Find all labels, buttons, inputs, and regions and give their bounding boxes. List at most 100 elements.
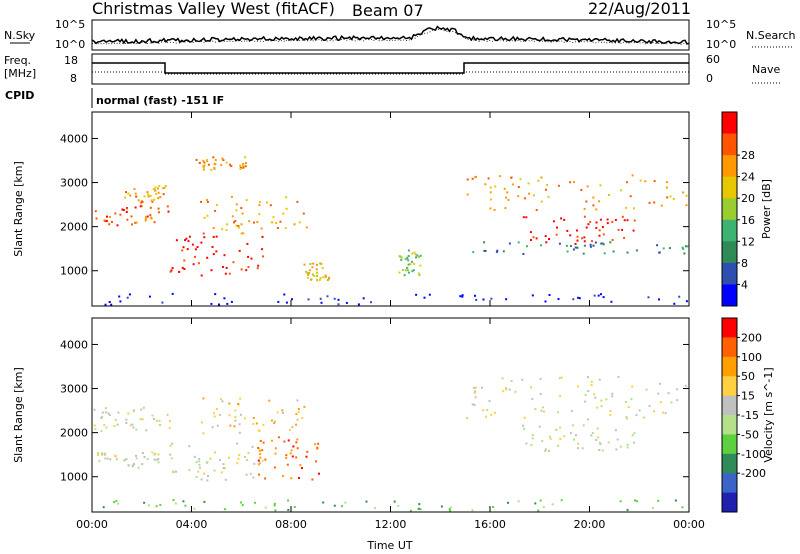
power-colorbar bbox=[721, 111, 738, 307]
time-axis-label: Time UT bbox=[366, 539, 412, 552]
power-colorbar-seg-5 bbox=[722, 219, 737, 242]
power-band-1 bbox=[124, 185, 167, 204]
velocity-colorbar-label-0: 200 bbox=[741, 331, 762, 344]
nsearch-label: N.Search bbox=[746, 29, 796, 42]
power-colorbar-label-5: 24 bbox=[741, 171, 755, 184]
velocity-colorbar-seg-6 bbox=[722, 434, 737, 455]
power-band-9 bbox=[472, 241, 689, 255]
nsky-label: N.Sky bbox=[4, 29, 36, 42]
noise-tick-left-bottom: 10^0 bbox=[55, 38, 85, 51]
velocity-xtick-label-2: 08:00 bbox=[275, 518, 307, 531]
power-colorbar-seg-3 bbox=[722, 176, 737, 199]
power-band-5 bbox=[303, 262, 331, 282]
power-band-7 bbox=[466, 174, 688, 211]
velocity-colorbar-label-4: -15 bbox=[741, 409, 759, 422]
nave-tick-bottom: 0 bbox=[706, 72, 713, 85]
power-ytick-label-2: 3000 bbox=[60, 177, 88, 190]
velocity-colorbar-label-2: 50 bbox=[741, 370, 755, 383]
nave-tick-top: 60 bbox=[706, 53, 720, 66]
power-band-4 bbox=[195, 156, 247, 171]
velocity-colorbar-seg-4 bbox=[722, 395, 737, 416]
power-ytick-label-3: 4000 bbox=[60, 132, 88, 145]
velocity-heatmap bbox=[93, 375, 687, 512]
power-band-0 bbox=[94, 205, 170, 227]
velocity-ytick-label-3: 4000 bbox=[60, 338, 88, 351]
date-label: 22/Aug/2011 bbox=[588, 0, 691, 18]
velocity-colorbar bbox=[721, 317, 738, 513]
velocity-colorbar-seg-8 bbox=[722, 473, 737, 494]
freq-trace bbox=[92, 62, 689, 74]
power-ylabel: Slant Range [km] bbox=[12, 161, 25, 257]
velocity-band-5 bbox=[466, 375, 687, 421]
power-panel-frame bbox=[91, 111, 690, 307]
power-band-3 bbox=[200, 195, 308, 235]
velocity-ytick-label-2: 3000 bbox=[60, 383, 88, 396]
velocity-band-7 bbox=[102, 499, 684, 512]
cpid-label: CPID bbox=[5, 89, 34, 102]
velocity-colorbar-label-5: -50 bbox=[741, 428, 759, 441]
velocity-colorbar-seg-1 bbox=[722, 337, 737, 358]
velocity-band-4 bbox=[257, 436, 320, 481]
cpid-text: normal (fast) -151 IF bbox=[96, 94, 224, 107]
velocity-colorbar-label-1: 100 bbox=[741, 351, 762, 364]
velocity-colorbar-seg-2 bbox=[722, 356, 737, 377]
velocity-xtick-label-3: 12:00 bbox=[375, 518, 407, 531]
power-colorbar-seg-6 bbox=[722, 241, 737, 264]
velocity-xtick-label-4: 16:00 bbox=[474, 518, 506, 531]
power-colorbar-seg-0 bbox=[722, 112, 737, 135]
power-colorbar-seg-4 bbox=[722, 198, 737, 221]
noise-search-trace bbox=[91, 28, 690, 46]
power-band-8 bbox=[522, 215, 636, 245]
power-colorbar-label-6: 28 bbox=[741, 149, 755, 162]
power-colorbar-label-0: 4 bbox=[741, 278, 748, 291]
freq-label: Freq. bbox=[4, 54, 31, 67]
power-colorbar-seg-2 bbox=[722, 155, 737, 178]
nave-trace bbox=[92, 71, 689, 75]
velocity-panel-frame bbox=[91, 317, 690, 513]
noise-sky-trace bbox=[91, 25, 690, 45]
power-colorbar-label-3: 16 bbox=[741, 214, 755, 227]
freq-unit-label: [MHz] bbox=[4, 67, 36, 80]
velocity-band-1 bbox=[97, 451, 160, 469]
velocity-xtick-label-5: 20:00 bbox=[574, 518, 606, 531]
power-colorbar-label-2: 12 bbox=[741, 235, 755, 248]
velocity-colorbar-seg-0 bbox=[722, 318, 737, 338]
velocity-ytick-label-0: 1000 bbox=[60, 471, 88, 484]
noise-tick-left-top: 10^5 bbox=[55, 18, 85, 31]
velocity-xtick-label-0: 00:00 bbox=[76, 518, 108, 531]
beam-label: Beam 07 bbox=[352, 1, 424, 20]
velocity-colorbar-seg-5 bbox=[722, 415, 737, 435]
velocity-band-3 bbox=[201, 397, 306, 435]
freq-tick-bottom: 8 bbox=[70, 72, 77, 85]
velocity-colorbar-label-3: 15 bbox=[741, 390, 755, 403]
velocity-colorbar-seg-9 bbox=[722, 492, 737, 513]
noise-tick-right-top: 10^5 bbox=[706, 18, 736, 31]
velocity-ylabel: Slant Range [km] bbox=[12, 367, 25, 463]
velocity-colorbar-label: Velocity [m s^-1] bbox=[762, 367, 775, 462]
velocity-band-2 bbox=[169, 442, 264, 482]
velocity-ytick-label-1: 2000 bbox=[60, 427, 88, 440]
freq-tick-top: 18 bbox=[64, 54, 78, 67]
velocity-band-6 bbox=[522, 424, 636, 452]
velocity-xtick-label-1: 04:00 bbox=[176, 518, 208, 531]
power-colorbar-seg-8 bbox=[722, 284, 737, 307]
power-ytick-label-1: 2000 bbox=[60, 221, 88, 234]
power-heatmap bbox=[94, 156, 689, 306]
velocity-band-0 bbox=[93, 406, 171, 433]
power-colorbar-seg-7 bbox=[722, 262, 737, 285]
power-ytick-label-0: 1000 bbox=[60, 265, 88, 278]
power-band-10 bbox=[104, 292, 688, 306]
power-colorbar-label-1: 8 bbox=[741, 257, 748, 270]
velocity-colorbar-seg-7 bbox=[722, 453, 737, 474]
noise-tick-right-bottom: 10^0 bbox=[706, 38, 736, 51]
power-colorbar-label: Power [dB] bbox=[760, 179, 773, 239]
figure-title: Christmas Valley West (fitACF) bbox=[92, 0, 335, 18]
velocity-xtick-label-6: 00:00 bbox=[673, 518, 705, 531]
power-colorbar-label-4: 20 bbox=[741, 192, 755, 205]
velocity-colorbar-label-6: -100 bbox=[741, 448, 766, 461]
velocity-colorbar-seg-3 bbox=[722, 376, 737, 397]
freq-panel-frame bbox=[91, 53, 690, 85]
power-colorbar-seg-1 bbox=[722, 133, 737, 156]
power-band-6 bbox=[398, 249, 422, 277]
